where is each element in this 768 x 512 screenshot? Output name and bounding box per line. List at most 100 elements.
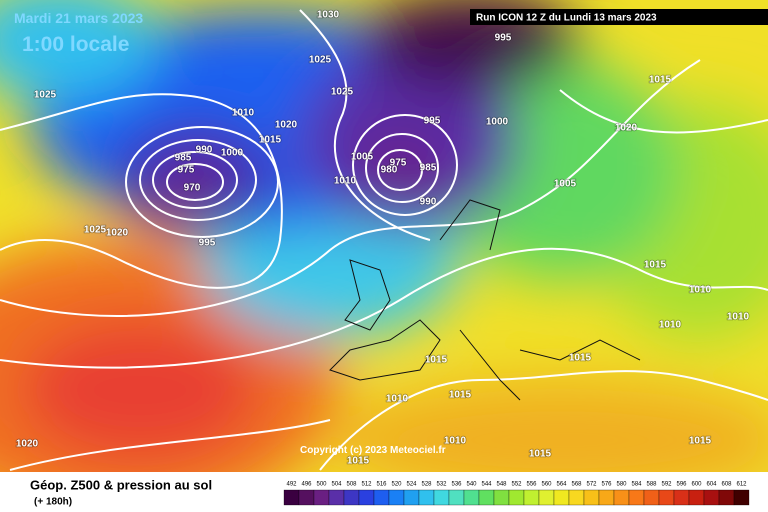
- isobar-label: 995: [495, 33, 512, 44]
- isobar-label: 1015: [644, 260, 667, 271]
- legend-label: 516: [376, 482, 387, 488]
- legend-label: 536: [451, 482, 462, 488]
- legend-label: 496: [301, 482, 312, 488]
- isobar-label: 1010: [386, 394, 409, 405]
- legend-swatch: [673, 489, 690, 506]
- isobar-label: 1005: [554, 179, 577, 190]
- isobar-label: 1025: [84, 225, 107, 236]
- isobar-label: 1010: [232, 108, 255, 119]
- legend-label: 500: [316, 482, 327, 488]
- isobar-label: 995: [424, 116, 441, 127]
- legend-swatch: [568, 489, 585, 506]
- legend-label: 604: [706, 482, 717, 488]
- legend-swatch: [658, 489, 675, 506]
- isobar-label: 1010: [334, 176, 357, 187]
- legend-swatch: [298, 489, 315, 506]
- legend-swatch: [583, 489, 600, 506]
- isobar-label: 1010: [689, 285, 712, 296]
- legend-swatch: [448, 489, 465, 506]
- legend-label: 596: [676, 482, 687, 488]
- legend-label: 544: [481, 482, 492, 488]
- copyright: Copyright (c) 2023 Meteociel.fr: [300, 445, 446, 456]
- isobar-label: 1015: [689, 436, 712, 447]
- legend-label: 572: [586, 482, 597, 488]
- legend-swatch: [598, 489, 615, 506]
- isobar-label: 1030: [317, 10, 340, 21]
- isobar-label: 1020: [106, 228, 129, 239]
- legend-swatch: [613, 489, 630, 506]
- legend-swatch: [553, 489, 570, 506]
- isobar-label: 1005: [351, 152, 374, 163]
- legend-label: 524: [406, 482, 417, 488]
- isobar-label: 1015: [649, 75, 672, 86]
- legend-swatch: [478, 489, 495, 506]
- legend-swatch: [508, 489, 525, 506]
- legend-label: 556: [526, 482, 537, 488]
- legend-swatch: [703, 489, 720, 506]
- legend-label: 600: [691, 482, 702, 488]
- legend-swatch: [313, 489, 330, 506]
- legend-label: 612: [736, 482, 747, 488]
- isobar-label: 995: [199, 238, 216, 249]
- legend-label: 588: [646, 482, 657, 488]
- legend-label: 568: [571, 482, 582, 488]
- legend-label: 584: [631, 482, 642, 488]
- legend-label: 608: [721, 482, 732, 488]
- isobar-label: 1010: [727, 312, 750, 323]
- color-legend: 492 496 500 504 508 512 516 520 524 528 532 536 540 5…: [283, 482, 750, 506]
- isobar-label: 1025: [34, 90, 57, 101]
- legend-label: 580: [616, 482, 627, 488]
- legend-swatch: [718, 489, 735, 506]
- isobar-label: 1015: [529, 449, 552, 460]
- legend-label: 548: [496, 482, 507, 488]
- legend-label: 512: [361, 482, 372, 488]
- isobar-label: 1015: [449, 390, 472, 401]
- isobar-label: 1020: [275, 120, 298, 131]
- legend-label: 528: [421, 482, 432, 488]
- run-banner: [470, 9, 768, 25]
- isobar-label: 985: [420, 163, 437, 174]
- legend-label: 508: [346, 482, 357, 488]
- legend-label: 492: [286, 482, 297, 488]
- legend-swatch: [733, 489, 750, 506]
- isobar-label: 1015: [259, 135, 282, 146]
- legend-swatch: [538, 489, 555, 506]
- legend-label: 532: [436, 482, 447, 488]
- isobar-label: 1015: [425, 355, 448, 366]
- isobar-label: 1015: [569, 353, 592, 364]
- isobar-label: 1000: [221, 148, 244, 159]
- coastlines: [329, 199, 641, 401]
- legend-label: 560: [541, 482, 552, 488]
- legend-label: 540: [466, 482, 477, 488]
- legend-swatch: [373, 489, 390, 506]
- isobar-label: 985: [175, 153, 192, 164]
- legend-label: 504: [331, 482, 342, 488]
- time-subtitle: 1:00 locale: [22, 33, 129, 56]
- isobar-label: 1020: [615, 123, 638, 134]
- isobar-label: 1025: [309, 55, 332, 66]
- isobar-label: 1015: [347, 456, 370, 467]
- legend-swatch: [283, 489, 300, 506]
- isobar-label: 970: [184, 183, 201, 194]
- isobar-label: 1020: [16, 439, 39, 450]
- legend-swatch: [628, 489, 645, 506]
- legend-swatch: [388, 489, 405, 506]
- forecast-lead: (+ 180h): [34, 497, 72, 508]
- isobar-label: 1025: [331, 87, 354, 98]
- legend-label: 564: [556, 482, 567, 488]
- legend-swatch: [343, 489, 360, 506]
- footer-title: Géop. Z500 & pression au sol: [30, 477, 212, 492]
- run-label: Run ICON 12 Z du Lundi 13 mars 2023: [476, 13, 657, 24]
- isobar-label: 990: [420, 197, 437, 208]
- legend-swatch: [328, 489, 345, 506]
- legend-label: 576: [601, 482, 612, 488]
- legend-label: 592: [661, 482, 672, 488]
- legend-swatch: [463, 489, 480, 506]
- legend-swatch: [433, 489, 450, 506]
- isobar-label: 990: [196, 145, 213, 156]
- isobar-lines: [0, 9, 768, 471]
- isobar-label: 1010: [444, 436, 467, 447]
- legend-swatch: [523, 489, 540, 506]
